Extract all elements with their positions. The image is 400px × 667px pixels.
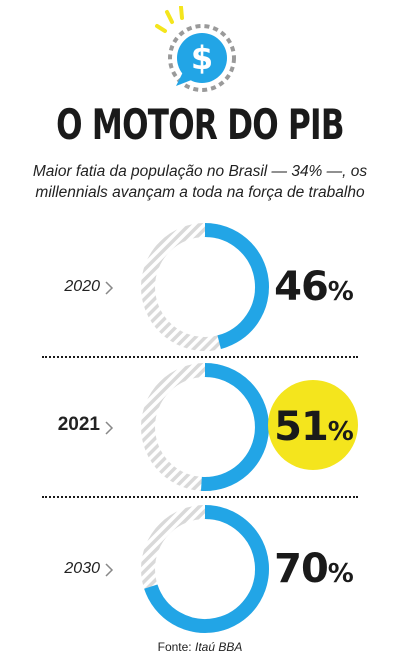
chevron-right-icon [104,280,114,296]
percent-sign: % [327,417,354,447]
percent-label-2030: 70% [268,544,360,594]
chart-row-2030: 2030 70% [0,504,400,634]
donut-svg-2020 [141,223,269,351]
percent-value-2020: 46 [274,264,329,310]
donut-svg-2030 [141,505,269,633]
percent-sign: % [327,559,354,589]
donut-chart-2020 [140,222,270,352]
chart-row-2021: 2021 51% [0,362,400,492]
svg-text:$: $ [191,39,213,77]
chevron-right-icon [104,562,114,578]
dotted-divider [42,356,358,358]
source-note: Fonte: Itaú BBA [0,640,400,654]
donut-value-arc-2030 [144,505,269,633]
page-title: O MOTOR DO PIB [56,100,344,149]
dotted-divider [42,496,358,498]
donut-chart-2021 [140,362,270,492]
percent-value-2021: 51 [274,404,329,450]
year-label-2020: 2020 [64,278,100,295]
source-label: Fonte: [157,640,192,654]
highlight-circle [268,380,358,470]
percent-value-2030: 70 [274,546,329,592]
year-label-2030: 2030 [64,560,100,577]
donut-value-arc-2021 [200,363,269,491]
subtitle-line-2: millennials avançam a toda na força de t… [35,184,365,201]
percent-label-2020: 46% [268,262,360,312]
chart-row-2020: 2020 46% [0,222,400,352]
percent-sign: % [327,277,354,307]
dollar-chat-bubble-icon: $ [150,6,250,96]
dollar-icon-graphic: $ [155,6,236,92]
year-label-2021: 2021 [57,414,100,435]
page-subtitle: Maior fatia da população no Brasil — 34%… [8,161,392,203]
subtitle-line-1: Maior fatia da população no Brasil — 34%… [32,163,368,180]
percent-label-2021: 51% [268,402,360,452]
donut-chart-2030 [140,504,270,634]
donut-svg-2021 [141,363,269,491]
source-name: Itaú BBA [195,640,243,654]
chevron-right-icon [104,420,114,436]
donut-value-arc-2020 [204,223,269,349]
